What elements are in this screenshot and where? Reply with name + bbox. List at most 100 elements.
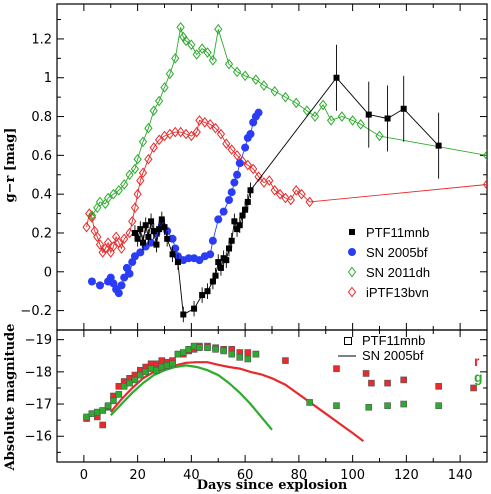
point-g-band [220, 347, 227, 355]
point-sn-2011dh [356, 118, 365, 130]
band-label-r: r [474, 353, 480, 369]
point-g-band [400, 400, 407, 408]
point-ptf11mnb [236, 222, 243, 229]
point-iptf13bvn [243, 159, 252, 171]
point-iptf13bvn [120, 233, 129, 245]
top-frame [56, 3, 488, 331]
point-sn-2011dh [251, 74, 261, 85]
point-iptf13bvn [292, 184, 301, 196]
legend-marker-sn-2011dh [347, 266, 357, 278]
point-sn-2011dh [270, 86, 279, 97]
point-sn-2005bf [233, 170, 242, 179]
legend-marker-ptf11mnb [344, 337, 352, 345]
point-sn-2005bf [87, 277, 96, 286]
point-ptf11mnb [148, 218, 155, 225]
point-sn-2011dh [348, 115, 357, 126]
point-r-band [362, 370, 370, 377]
light-curve-panel: 0 20 40 60 80 100 120 140 −19 −18 −17 −16 PTF11mnbSN… [25, 329, 488, 483]
bottom-x-tick-label: 60 [237, 468, 254, 483]
point-g-band [204, 344, 211, 352]
legend-marker-sn-2005bf [348, 248, 356, 256]
point-sn-2011dh [326, 115, 336, 126]
point-g-band [115, 391, 123, 398]
point-sn-2011dh [224, 58, 234, 70]
point-iptf13bvn [128, 216, 137, 227]
point-sn-2005bf [246, 130, 255, 139]
point-sn-2011dh [138, 136, 148, 148]
point-sn-2011dh [259, 80, 269, 91]
point-ptf11mnb [169, 251, 176, 258]
point-sn-2005bf [225, 195, 233, 204]
point-g-band [131, 376, 139, 384]
point-r-band [400, 376, 407, 384]
point-sn-2005bf [171, 244, 180, 253]
legend-label-ptf11mnb: PTF11mnb [366, 225, 429, 240]
point-ptf11mnb [244, 198, 251, 205]
point-g-band [99, 407, 106, 414]
point-sn-2005bf [235, 159, 244, 168]
point-ptf11mnb [174, 259, 181, 266]
point-g-band [384, 402, 391, 409]
point-ptf11mnb [137, 226, 144, 233]
point-sn-2011dh [165, 68, 175, 80]
point-sn-2011dh [171, 53, 180, 64]
legend-label-sn-2005bf: SN 2005bf [362, 348, 424, 363]
point-iptf13bvn [249, 163, 258, 175]
point-sn-2011dh [281, 91, 290, 103]
point-ptf11mnb [134, 235, 141, 242]
point-ptf11mnb [199, 292, 206, 299]
point-iptf13bvn [222, 138, 231, 150]
bottom-x-tick-label: 100 [340, 468, 365, 483]
point-iptf13bvn [254, 171, 263, 183]
point-iptf13bvn [195, 115, 204, 126]
point-ptf11mnb [365, 111, 372, 118]
series-sn-2005bf [87, 108, 263, 298]
point-iptf13bvn [130, 202, 140, 214]
point-ptf11mnb [156, 226, 163, 233]
point-ptf11mnb [226, 245, 232, 252]
series-iptf13bvn [82, 115, 487, 258]
point-iptf13bvn [227, 144, 236, 155]
point-ptf11mnb [204, 288, 211, 295]
point-sn-2011dh [144, 122, 153, 134]
point-ptf11mnb [212, 272, 219, 279]
point-g-band [306, 399, 313, 406]
point-g-band [169, 360, 176, 368]
point-sn-2005bf [125, 269, 134, 278]
point-r-band [470, 384, 477, 392]
bottom-plot-area [83, 342, 477, 442]
point-sn-2011dh [192, 49, 201, 60]
top-y-tick-label: −0.2 [20, 304, 52, 319]
top-y-tick-label: 0.4 [31, 188, 52, 203]
point-sn-2011dh [109, 188, 118, 200]
bottom-x-tick-label: 0 [80, 468, 88, 483]
point-iptf13bvn [305, 196, 314, 208]
point-sn-2005bf [214, 215, 223, 224]
point-sn-2011dh [160, 82, 169, 93]
point-r-band [333, 365, 340, 372]
point-iptf13bvn [98, 247, 107, 258]
bottom-x-tick-label: 120 [394, 468, 419, 483]
top-y-tick-label: 0 [44, 265, 52, 280]
point-sn-2005bf [117, 281, 126, 290]
point-r-band [99, 421, 106, 429]
point-ptf11mnb [242, 206, 249, 213]
point-sn-2011dh [149, 105, 158, 117]
line-sn-2005bf [91, 112, 259, 295]
point-iptf13bvn [200, 117, 209, 128]
legend-label-sn-2005bf: SN 2005bf [366, 245, 428, 260]
point-ptf11mnb [228, 237, 235, 244]
point-sn-2011dh [187, 39, 196, 51]
point-sn-2011dh [203, 47, 212, 58]
point-iptf13bvn [87, 212, 97, 223]
point-iptf13bvn [109, 241, 118, 252]
point-sn-2005bf [241, 143, 250, 152]
point-iptf13bvn [154, 134, 164, 146]
point-sn-2011dh [482, 150, 487, 161]
point-iptf13bvn [211, 122, 220, 134]
point-sn-2011dh [120, 179, 129, 190]
point-ptf11mnb [142, 222, 149, 229]
point-g-band [212, 346, 219, 353]
point-ptf11mnb [180, 311, 187, 318]
point-ptf11mnb [247, 187, 254, 194]
